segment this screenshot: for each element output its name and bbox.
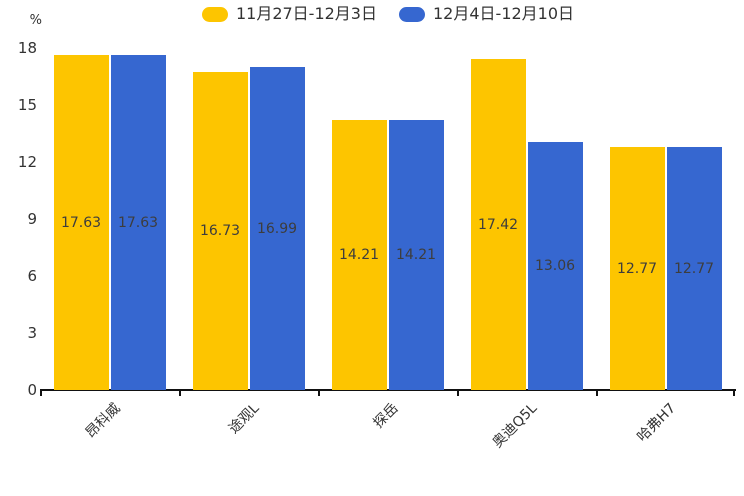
legend-item-week1[interactable]: 11月27日-12月3日 [201, 4, 377, 23]
bar-value-label: 17.63 [60, 214, 102, 231]
x-axis-tick [318, 390, 320, 396]
bar-value-label: 17.42 [477, 216, 519, 233]
bar [388, 120, 444, 390]
bar-value-label: 12.77 [673, 260, 715, 277]
category-label: 途观L [225, 400, 263, 437]
x-axis-tick [596, 390, 598, 396]
bar [666, 147, 722, 390]
bar-value-label: 16.99 [256, 220, 298, 237]
bar [110, 55, 166, 390]
y-tick-label: 6 [27, 267, 37, 285]
bar-value-label: 16.73 [199, 223, 241, 239]
bar [249, 67, 305, 390]
bar [192, 72, 248, 390]
bar-value-label: 14.21 [338, 247, 380, 263]
bar [527, 142, 583, 390]
legend-swatch-yellow-icon [201, 6, 228, 22]
legend-label-week2: 12月4日-12月10日 [433, 4, 575, 23]
bar [609, 147, 665, 390]
y-tick-label: 3 [27, 324, 37, 342]
y-tick-label: 0 [27, 381, 37, 399]
bar [470, 59, 526, 390]
x-axis-tick [40, 390, 42, 396]
y-tick-label: 18 [17, 39, 37, 57]
bar [53, 55, 109, 390]
y-axis-unit-label: % [29, 13, 42, 28]
x-axis-tick [457, 390, 459, 396]
x-axis-tick [733, 390, 735, 396]
category-label: 昂科威 [82, 400, 124, 442]
y-tick-label: 9 [27, 210, 37, 228]
category-label: 奥迪Q5L [489, 400, 541, 452]
x-axis-line [40, 389, 736, 391]
x-axis-tick [179, 390, 181, 396]
y-tick-label: 15 [17, 96, 37, 114]
bar-value-label: 17.63 [117, 214, 159, 231]
legend-item-week2[interactable]: 12月4日-12月10日 [399, 6, 574, 22]
bar-value-label: 13.06 [534, 258, 576, 274]
bar-value-label: 14.21 [395, 247, 437, 263]
bar [331, 120, 387, 390]
bar-value-label: 12.77 [616, 260, 658, 277]
category-label: 哈弗H7 [634, 400, 680, 446]
legend-label-week1: 11月27日-12月3日 [235, 4, 377, 23]
chart-legend: 11月27日-12月3日 12月4日-12月10日 [40, 6, 736, 22]
y-tick-label: 12 [17, 153, 37, 171]
category-label: 探岳 [370, 400, 402, 432]
legend-swatch-blue-icon [399, 6, 425, 22]
